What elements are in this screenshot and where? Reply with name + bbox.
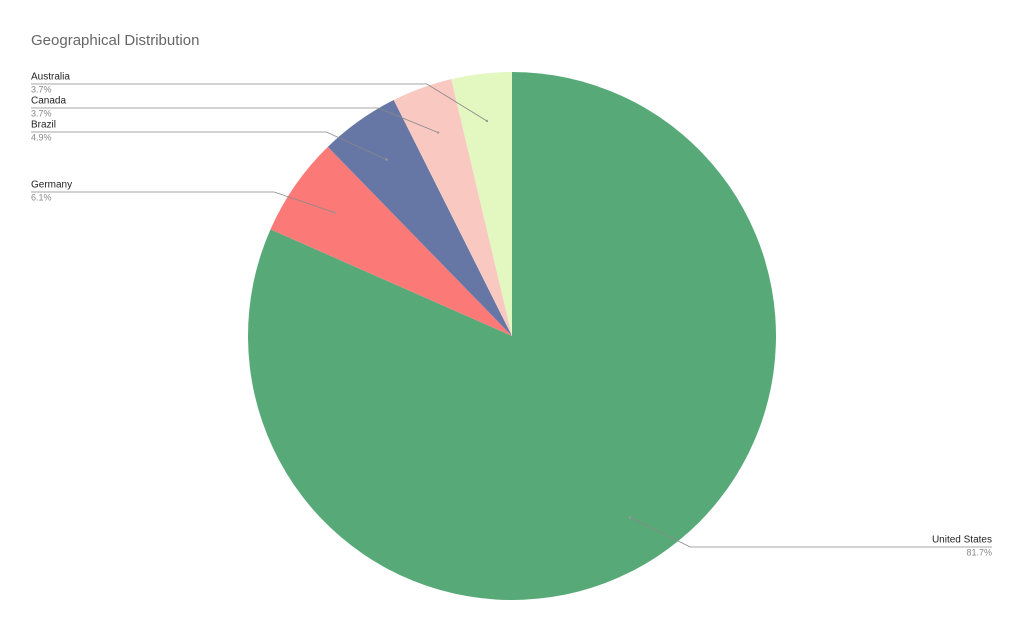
pie-slice [451, 72, 512, 336]
pie-slice [327, 99, 512, 336]
legend-label: Canada [31, 96, 66, 107]
legend-label: United States [932, 535, 992, 546]
legend-label: Australia [31, 72, 70, 83]
leader-line [31, 191, 335, 213]
leader-line [31, 83, 488, 122]
leader-dot [485, 119, 489, 123]
leader-dot [385, 158, 388, 161]
leader-dot [436, 131, 440, 134]
leader-line [630, 517, 992, 548]
data-label: 3.7% [31, 108, 52, 118]
data-label: 6.1% [31, 192, 52, 202]
pie-slice [393, 79, 512, 336]
legend-label: Brazil [31, 120, 56, 131]
pie-slice [247, 72, 777, 601]
legend-label: Germany [31, 180, 72, 191]
pie-slice [270, 146, 512, 336]
data-label: 3.7% [31, 84, 52, 94]
leader-line [31, 107, 439, 133]
data-label: 81.7% [966, 547, 992, 557]
leader-dot [628, 516, 632, 519]
chart-title: Geographical Distribution [31, 32, 199, 49]
leader-line [31, 131, 387, 160]
data-label: 4.9% [31, 132, 52, 142]
leader-dot [333, 211, 336, 214]
